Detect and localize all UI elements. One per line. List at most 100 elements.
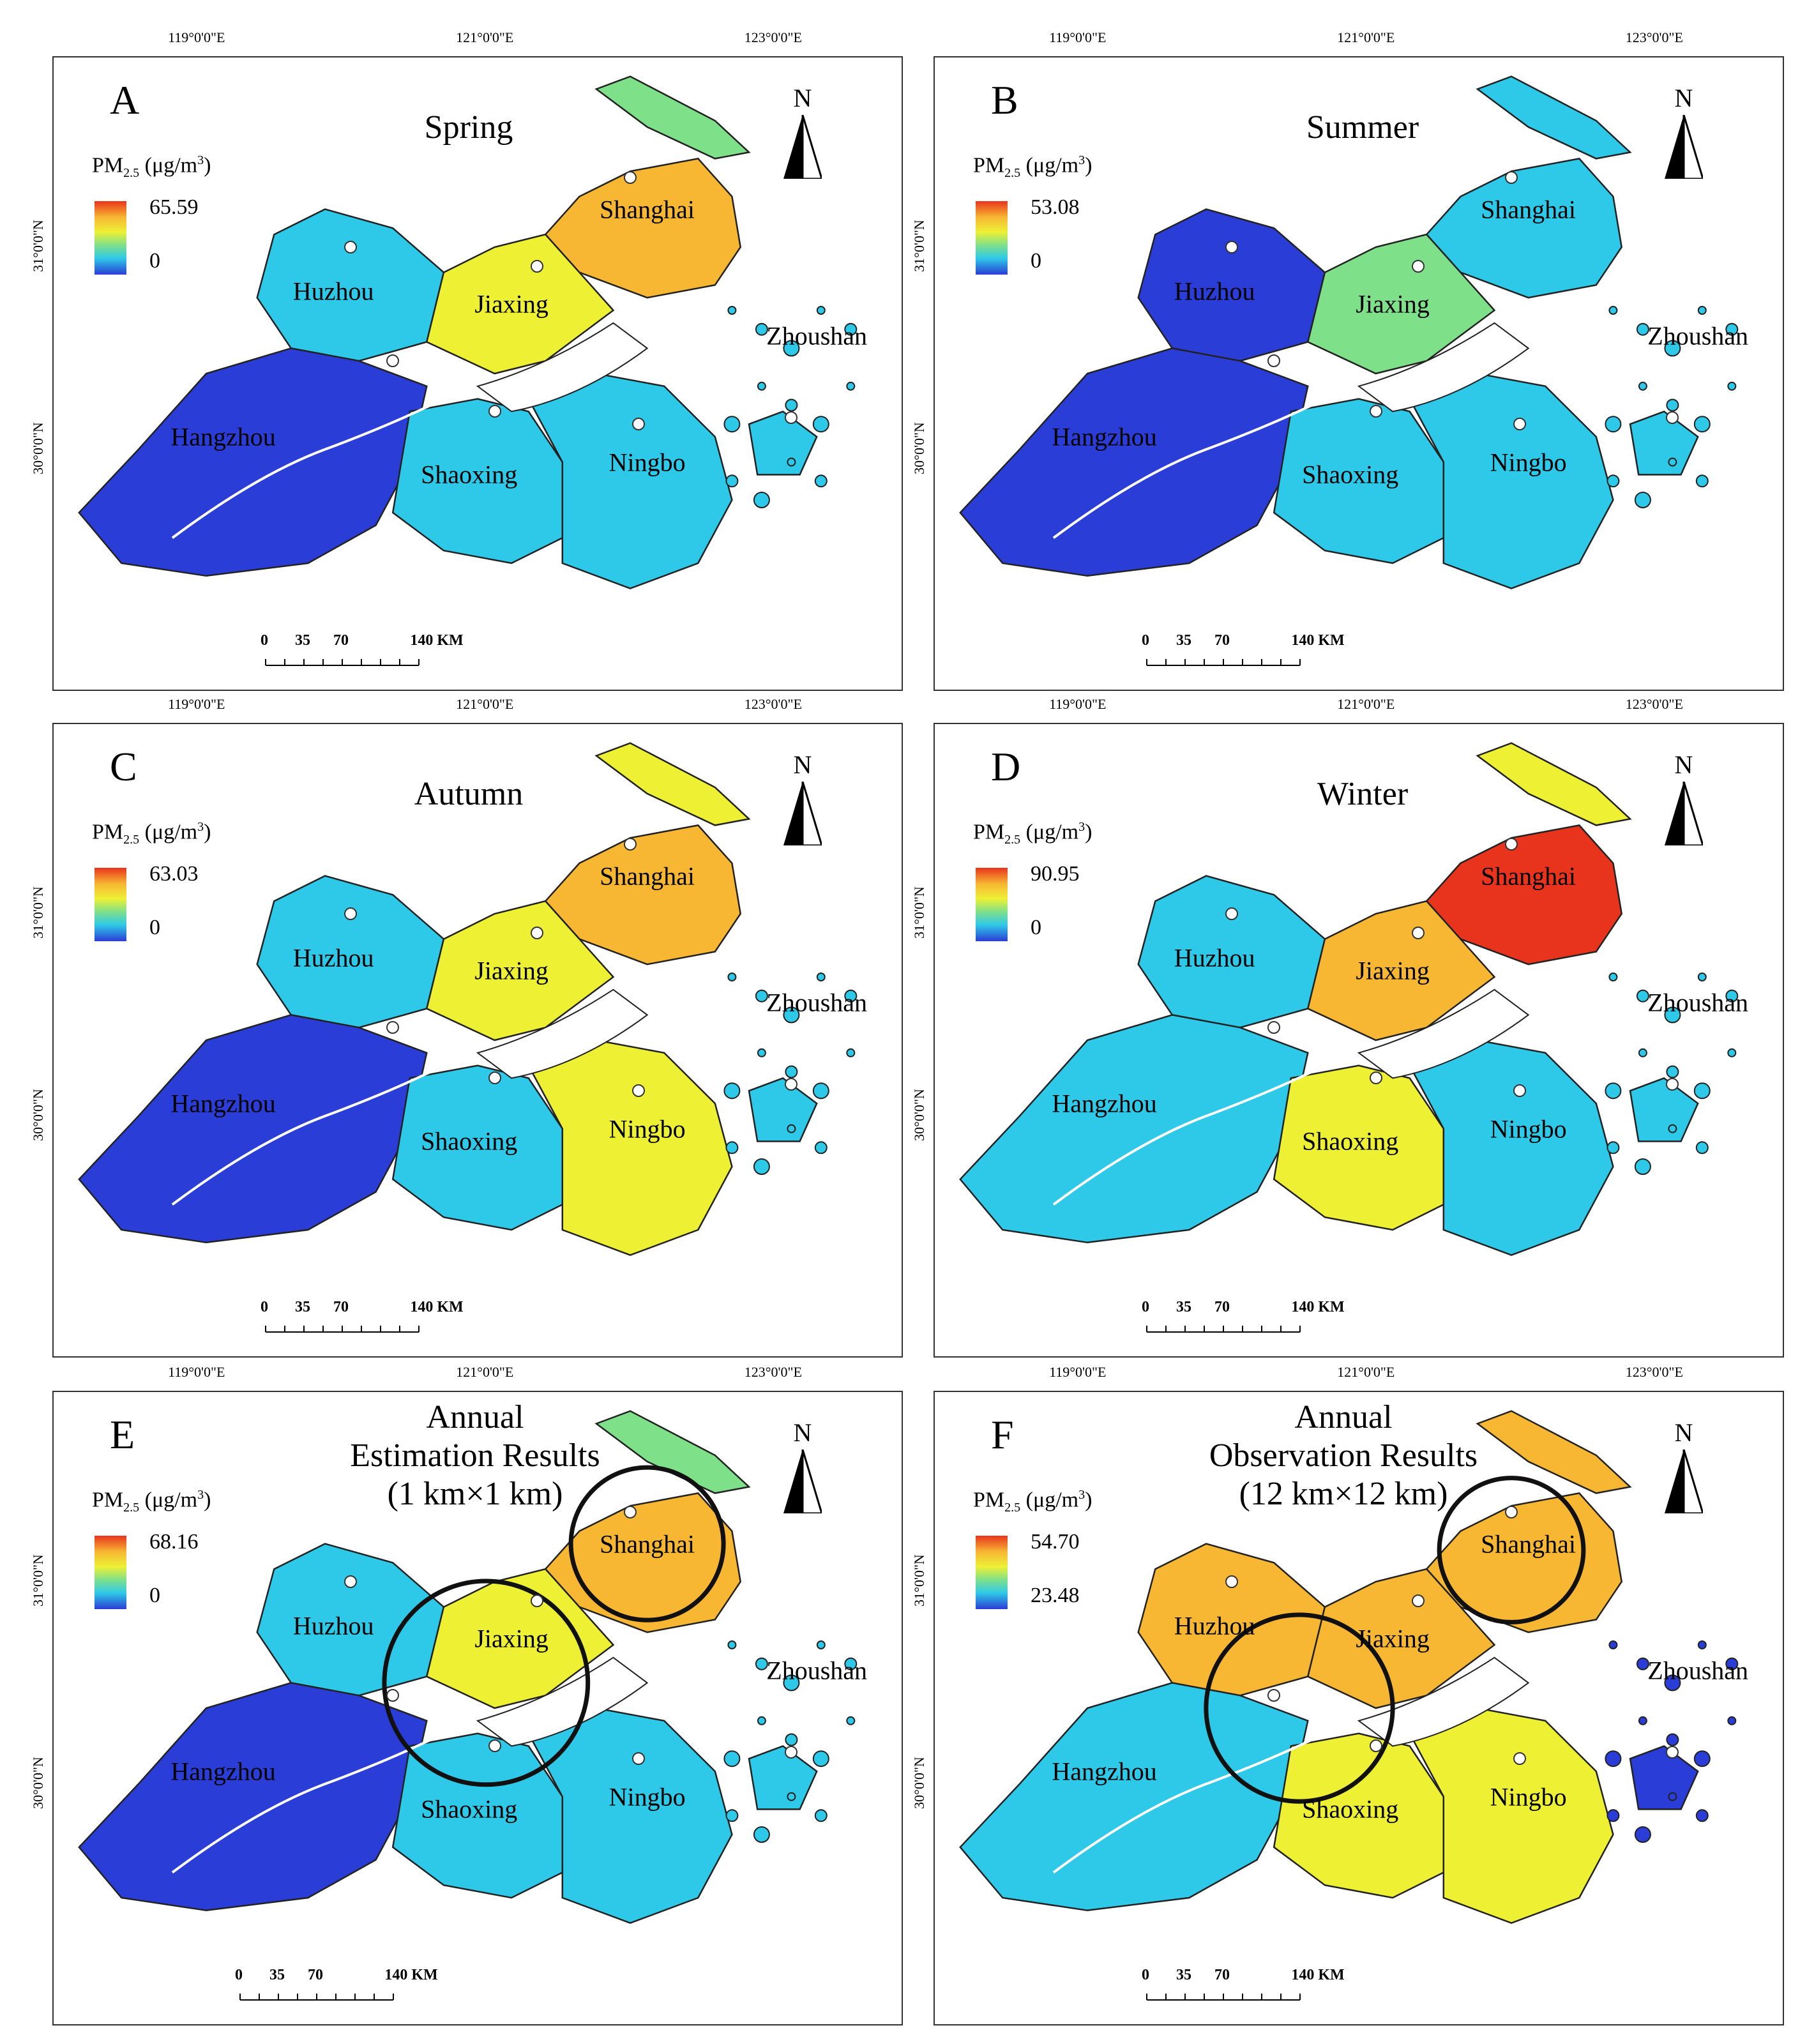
north-arrow-icon — [783, 782, 822, 845]
island — [1693, 1082, 1711, 1100]
legend-title: PM2.5 (μg/m3) — [973, 820, 1092, 847]
island — [787, 457, 796, 467]
region-ningbo — [1408, 1707, 1614, 1924]
latitude-label: 31°0'0"N — [911, 886, 927, 939]
region-zhoushan — [748, 1745, 818, 1810]
region-jiaxing — [1306, 1568, 1496, 1709]
hangzhou-bay — [1357, 1656, 1530, 1747]
region-zhoushan — [748, 1077, 818, 1142]
region-zhoushan — [1629, 410, 1699, 476]
island — [1608, 973, 1618, 981]
north-arrow: N — [1649, 1418, 1719, 1520]
island — [757, 1048, 766, 1057]
city-label-shanghai: Shanghai — [600, 195, 695, 224]
scale-tick-label: 0 — [235, 1967, 243, 1983]
scale-bar: 0 35 70 140 KM — [261, 632, 469, 683]
region-chongming — [594, 75, 751, 160]
scale-bar: 0 35 70 140 KM — [1142, 1967, 1350, 2018]
city-label-jiaxing: Jiaxing — [474, 956, 548, 985]
panel-letter: D — [991, 744, 1021, 789]
pm25-map — [959, 1410, 1739, 1924]
north-arrow-icon — [783, 1450, 822, 1513]
panel-title: Spring — [373, 109, 564, 147]
island — [1695, 1809, 1709, 1822]
region-hangzhou — [78, 1682, 428, 1912]
island — [844, 1657, 858, 1670]
city-marker — [1411, 1594, 1425, 1607]
north-arrow: N — [767, 1418, 838, 1520]
legend-title-part: PM — [92, 153, 124, 178]
city-marker — [488, 405, 501, 418]
island — [816, 1640, 826, 1649]
legend-min-value: 0 — [1031, 916, 1041, 939]
island — [1636, 1657, 1649, 1670]
city-marker — [624, 838, 637, 851]
island — [755, 1657, 768, 1670]
island — [1695, 1141, 1709, 1154]
city-label-shaoxing: Shaoxing — [1302, 1126, 1399, 1156]
island — [727, 1640, 737, 1649]
island — [844, 322, 858, 336]
north-arrow-icon — [783, 115, 822, 179]
qiantang-river — [1052, 1732, 1326, 1874]
pm25-map — [959, 742, 1739, 1256]
island — [1636, 322, 1649, 336]
legend-min-value: 0 — [1031, 249, 1041, 273]
map-panel-b: B Summer PM2.5 (μg/m3) 53.08 0 N 0 35 70 140 KM Sh… — [934, 56, 1784, 691]
city-label-ningbo: Ningbo — [1490, 1782, 1567, 1812]
legend-title-part: PM — [92, 1488, 124, 1512]
north-label: N — [793, 750, 812, 779]
legend-title-part: 2.5 — [1004, 166, 1021, 181]
region-hangzhou — [959, 1682, 1309, 1912]
north-label: N — [1674, 750, 1693, 779]
latitude-label: 31°0'0"N — [911, 220, 927, 272]
island — [787, 1124, 796, 1133]
island — [1666, 398, 1679, 412]
latitude-label: 31°0'0"N — [30, 1554, 46, 1607]
legend-title-part: ) — [204, 153, 211, 178]
city-label-zhoushan: Zhoushan — [766, 1656, 868, 1685]
scale-tick-label: 35 — [269, 1967, 285, 1983]
hangzhou-bay — [476, 1656, 649, 1747]
legend-title-part: 3 — [197, 1488, 204, 1502]
panel-title-line: Observation Results — [1209, 1437, 1478, 1474]
city-marker — [1267, 1689, 1281, 1702]
legend-title-part: 2.5 — [123, 833, 140, 847]
island — [1725, 989, 1739, 1003]
scale-bar-line — [239, 1994, 394, 2001]
city-marker — [488, 1739, 501, 1753]
north-label: N — [1674, 84, 1693, 112]
island — [1693, 416, 1711, 433]
city-label-shanghai: Shanghai — [1481, 861, 1576, 891]
city-marker — [1666, 1078, 1679, 1091]
longitude-label: 121°0'0"E — [1337, 1364, 1395, 1380]
highlight-circle — [1437, 1476, 1586, 1624]
longitude-label: 123°0'0"E — [1625, 29, 1683, 45]
island — [1634, 492, 1651, 508]
color-bar — [95, 868, 126, 941]
latitude-label: 31°0'0"N — [30, 220, 46, 272]
city-label-shaoxing: Shaoxing — [1302, 460, 1399, 489]
legend-title: PM2.5 (μg/m3) — [92, 153, 211, 181]
city-label-hangzhou: Hangzhou — [1052, 1089, 1157, 1118]
scale-tick-label: 0 — [1142, 1299, 1149, 1315]
pm25-map — [78, 742, 858, 1256]
scale-tick-label: 35 — [295, 632, 310, 649]
scale-tick-label: 35 — [1176, 632, 1191, 649]
island — [814, 474, 828, 488]
color-bar — [95, 1536, 126, 1609]
island — [1727, 1048, 1737, 1057]
legend-title-part: 3 — [197, 153, 204, 167]
city-marker — [386, 354, 400, 368]
longitude-label: 121°0'0"E — [1337, 29, 1395, 45]
island — [846, 1048, 856, 1057]
city-marker — [344, 1575, 357, 1588]
color-bar — [976, 201, 1008, 275]
color-bar — [95, 201, 126, 275]
legend-title-part: 3 — [1078, 820, 1085, 834]
island — [1638, 381, 1647, 391]
scale-bar: 0 35 70 140 KM — [1142, 632, 1350, 683]
panel-title-line: (12 km×12 km) — [1239, 1476, 1448, 1512]
city-marker — [530, 1594, 543, 1607]
pm25-map — [78, 1410, 858, 1924]
